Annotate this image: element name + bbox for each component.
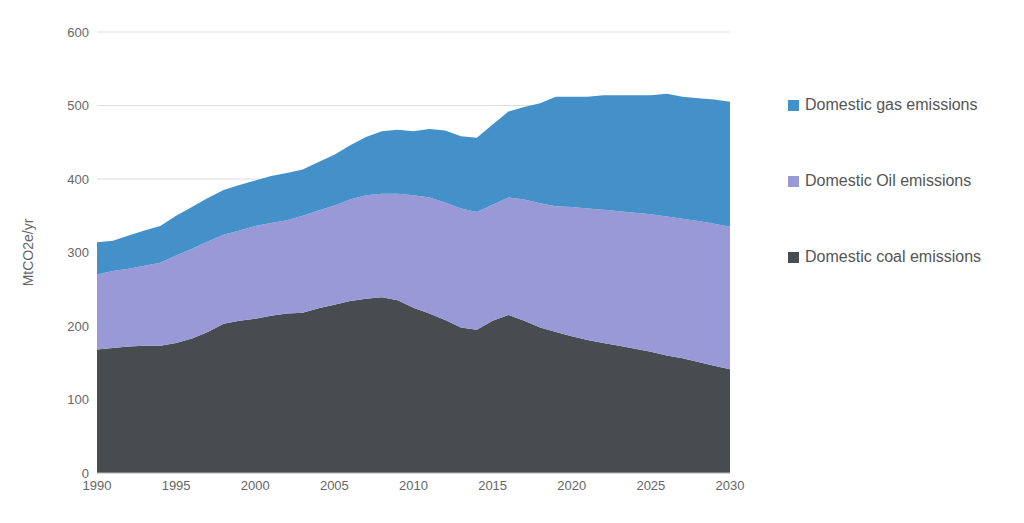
- svg-text:200: 200: [67, 319, 89, 334]
- svg-text:2020: 2020: [557, 478, 586, 493]
- svg-text:2030: 2030: [716, 478, 745, 493]
- svg-text:2000: 2000: [241, 478, 270, 493]
- svg-text:0: 0: [82, 466, 89, 481]
- svg-text:300: 300: [67, 245, 89, 260]
- svg-text:2005: 2005: [320, 478, 349, 493]
- svg-text:100: 100: [67, 392, 89, 407]
- svg-text:600: 600: [67, 25, 89, 40]
- svg-text:1990: 1990: [82, 478, 112, 494]
- svg-text:2025: 2025: [636, 478, 665, 493]
- svg-text:MtCO2e/yr: MtCO2e/yr: [20, 218, 36, 286]
- html-text:Domestic coal emissions: Domestic coal emissions: [805, 248, 982, 265]
- svg-text:2010: 2010: [399, 478, 428, 493]
- svg-text:500: 500: [67, 98, 89, 113]
- svg-text:1995: 1995: [162, 478, 191, 493]
- html-text:Domestic Oil emissions: Domestic Oil emissions: [805, 172, 972, 189]
- svg-text:400: 400: [67, 172, 89, 187]
- html-text:Domestic gas emissions: Domestic gas emissions: [805, 96, 978, 113]
- svg-text:2015: 2015: [478, 478, 507, 493]
